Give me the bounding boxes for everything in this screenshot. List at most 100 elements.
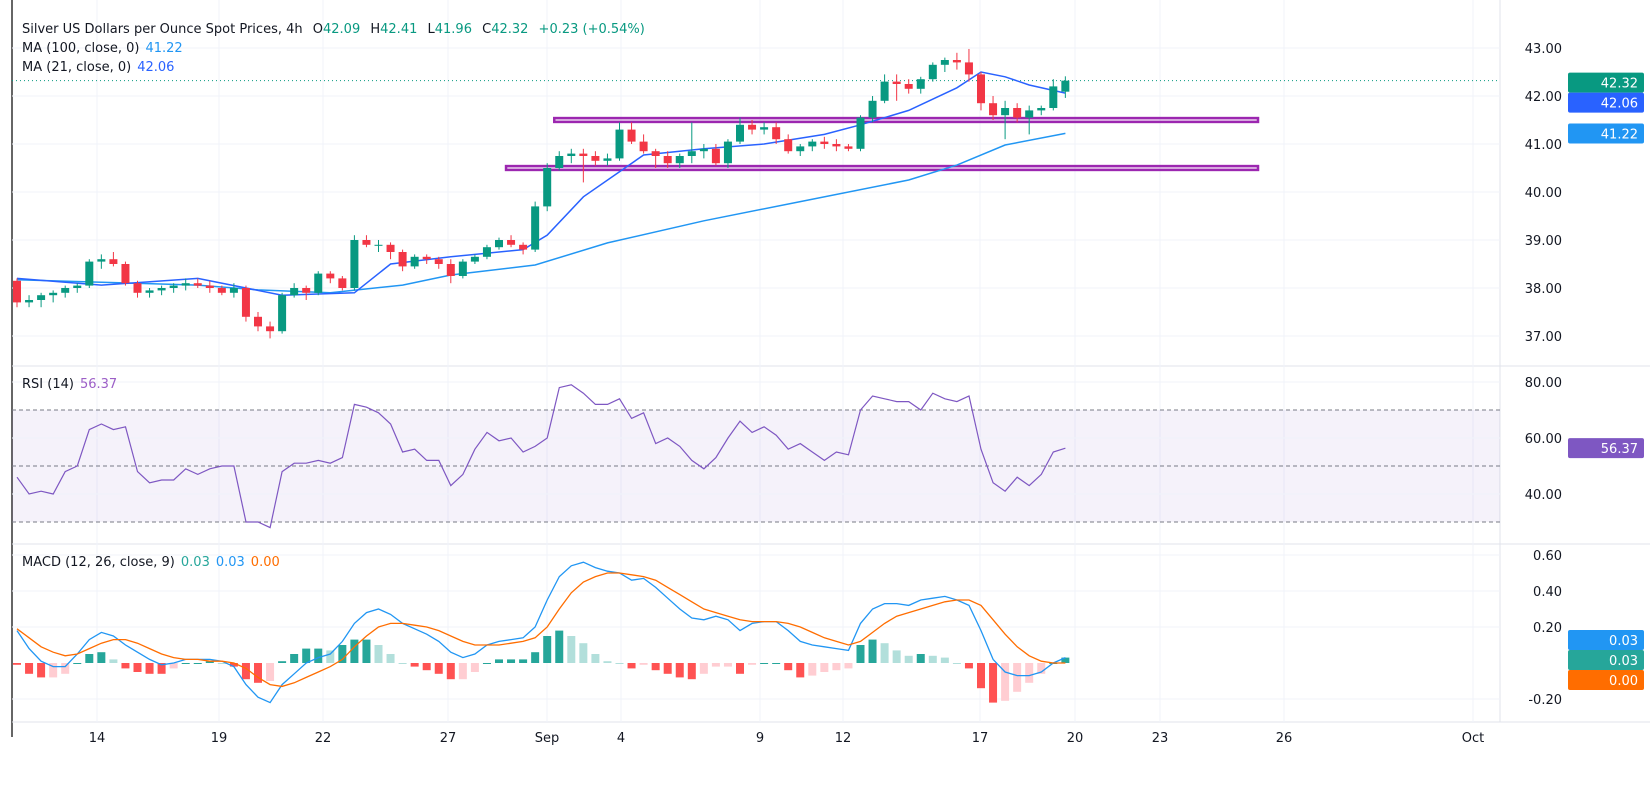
candle	[61, 285, 70, 298]
candle	[723, 139, 732, 168]
candle	[1049, 79, 1058, 111]
candle	[434, 256, 443, 269]
macd-signal-value: 0.00	[250, 555, 280, 570]
macd-histogram-bar	[374, 645, 383, 663]
candle-body	[350, 240, 359, 288]
macd-histogram-bar	[434, 663, 443, 674]
candle-body	[639, 141, 648, 152]
candle-body	[362, 240, 371, 245]
candle-body	[760, 127, 769, 130]
candle	[338, 276, 347, 291]
macd-signal-line	[16, 572, 1066, 688]
candle-body	[410, 256, 419, 267]
macd-histogram-bar	[181, 663, 190, 664]
candle	[109, 252, 118, 267]
candle-body	[241, 288, 250, 317]
rsi-value-tag	[1568, 438, 1644, 459]
macd-legend[interactable]: MACD (12, 26, close, 9) 0.03 0.03 0.00	[22, 555, 286, 570]
macd-histogram-bar	[25, 663, 34, 674]
macd-histogram-bar	[675, 663, 684, 678]
candle-body	[121, 264, 130, 284]
macd-histogram-bar	[13, 663, 21, 665]
candle-body	[25, 300, 34, 303]
candle	[290, 283, 299, 298]
candle	[615, 122, 624, 161]
x-tick-label: Sep	[535, 731, 560, 746]
candle-body	[266, 326, 275, 332]
x-tick-label: 17	[972, 731, 989, 746]
candle-body	[109, 259, 118, 264]
macd-tick-label: 0.60	[1533, 549, 1562, 564]
candle	[772, 122, 781, 144]
macd-histogram-bar	[495, 659, 503, 663]
macd-histogram-bar	[940, 657, 949, 663]
candle	[350, 235, 359, 291]
candle-body	[868, 100, 877, 118]
candle	[711, 144, 720, 166]
candle-body	[302, 288, 311, 293]
macd-histogram-bar	[844, 663, 853, 669]
macd-histogram-bar	[977, 663, 985, 689]
candle	[687, 122, 696, 164]
macd-histogram-bar	[784, 663, 793, 671]
macd-histogram-bar	[543, 636, 552, 663]
candle-body	[145, 290, 154, 293]
candle	[627, 122, 636, 144]
candle-body	[1025, 110, 1034, 118]
candle	[832, 139, 841, 152]
candle-body	[495, 240, 503, 248]
macd-histogram-bar	[470, 663, 479, 672]
low-number: 41.96	[434, 22, 472, 37]
candle	[663, 151, 672, 168]
candle-body	[820, 141, 829, 144]
candle	[1001, 100, 1010, 140]
macd-value-tag-label: 0.03	[1609, 634, 1638, 649]
x-tick-label: 26	[1276, 731, 1293, 746]
candle-body	[386, 244, 395, 252]
rsi-legend[interactable]: RSI (14) 56.37	[22, 377, 123, 392]
candle-body	[977, 74, 985, 104]
price-tick-label: 40.00	[1525, 186, 1562, 201]
candle-body	[748, 124, 757, 130]
candle	[169, 283, 178, 293]
support-resistance-zone	[504, 164, 1260, 172]
symbol-title: Silver US Dollars per Ounce Spot Prices,…	[22, 22, 303, 37]
candle-body	[603, 158, 612, 161]
rsi-tick-label: 40.00	[1525, 488, 1562, 503]
candle	[796, 144, 805, 156]
candle	[181, 278, 190, 291]
candle	[928, 62, 937, 82]
price-tag	[1568, 92, 1644, 113]
candle	[1013, 103, 1022, 123]
candle-body	[1013, 108, 1022, 118]
macd-histogram-bar	[699, 663, 708, 674]
macd-histogram-bar	[145, 663, 154, 674]
ma100-legend[interactable]: MA (100, close, 0) 41.22	[22, 41, 189, 56]
macd-histogram-bar	[217, 663, 226, 664]
ma21-legend[interactable]: MA (21, close, 0) 42.06	[22, 60, 180, 75]
open-value: O42.09	[312, 22, 361, 37]
macd-histogram-bar	[808, 663, 817, 676]
macd-histogram-bar	[579, 643, 588, 663]
macd-histogram-bar	[386, 654, 395, 663]
candle-body	[723, 141, 732, 164]
candle-body	[314, 273, 323, 293]
candle-body	[1049, 86, 1058, 108]
macd-histogram-bar	[868, 639, 877, 663]
candle	[362, 235, 371, 248]
candle	[507, 235, 516, 248]
macd-histogram-bar	[591, 654, 600, 663]
macd-histogram-bar	[398, 663, 407, 664]
candle	[892, 74, 901, 101]
candle	[651, 148, 660, 168]
candle-body	[928, 64, 937, 80]
candle	[193, 278, 202, 288]
candle-body	[507, 240, 516, 245]
macd-histogram-bar	[820, 663, 829, 672]
candle	[639, 134, 648, 154]
candle	[808, 139, 817, 152]
support-resistance-zone	[553, 116, 1260, 124]
candle-body	[278, 295, 287, 332]
candle	[977, 72, 985, 111]
